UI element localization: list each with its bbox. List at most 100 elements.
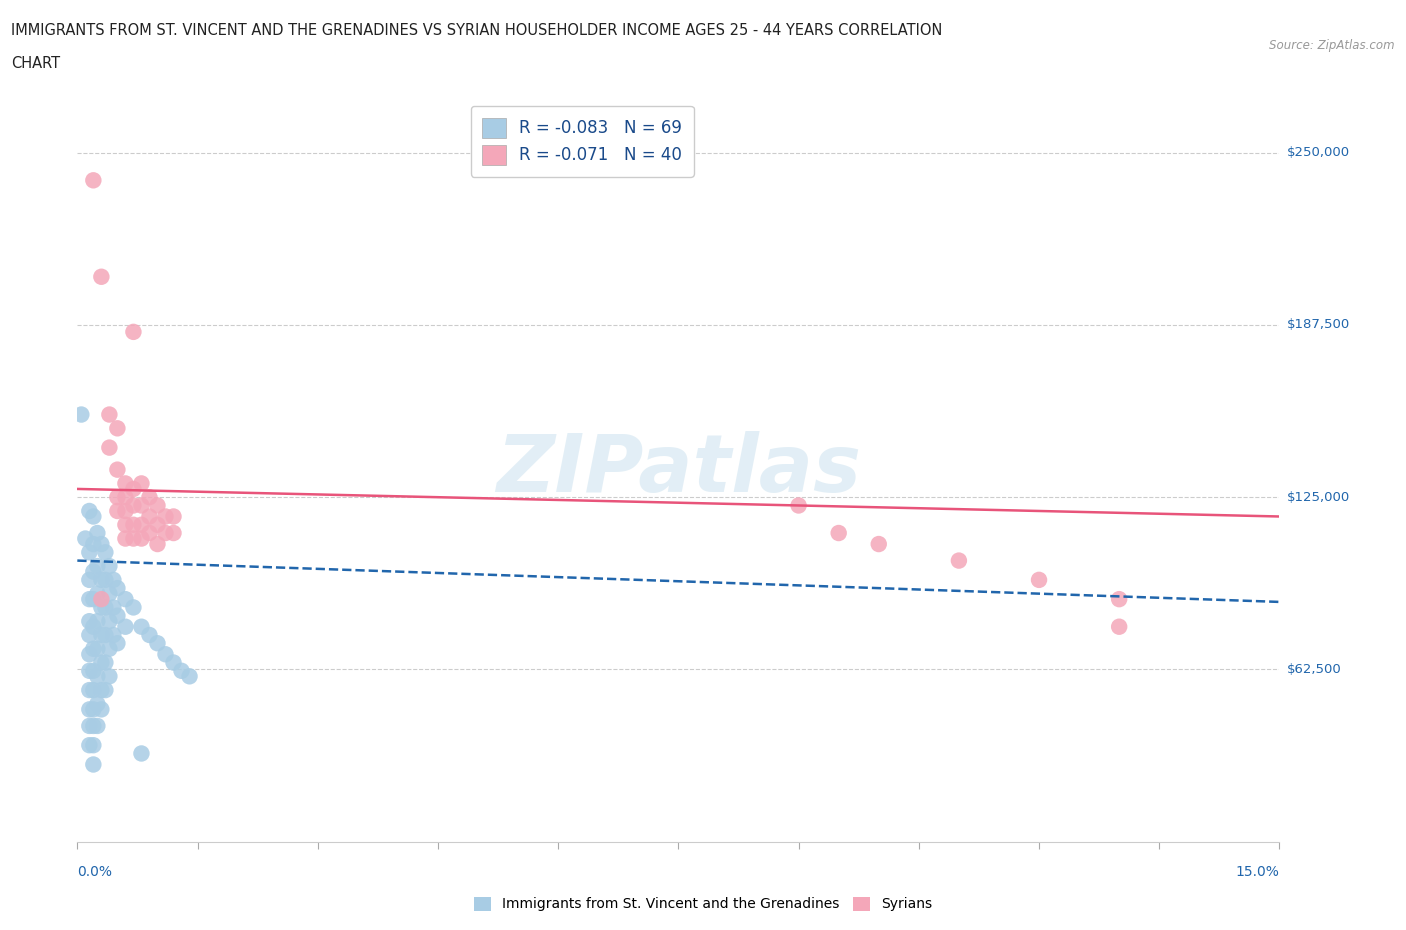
Point (122, 482, 145, 497)
Point (122, 517, 145, 532)
Point (98, 669, 121, 684)
Text: ZIPatlas: ZIPatlas (496, 431, 860, 509)
Point (107, 580, 129, 595)
Point (79, 719, 101, 734)
Point (162, 509, 184, 524)
Point (98, 559, 121, 574)
Point (179, 669, 201, 684)
Point (79, 702, 101, 717)
Point (86, 525, 108, 540)
Point (1108, 591, 1130, 606)
Point (114, 591, 136, 606)
Text: 15.0%: 15.0% (1236, 865, 1279, 879)
Point (79, 647, 101, 662)
Point (131, 498, 153, 513)
Point (948, 553, 970, 568)
Point (107, 503, 129, 518)
Point (146, 636, 169, 651)
Point (107, 608, 129, 623)
Point (79, 663, 101, 678)
Text: Source: ZipAtlas.com: Source: ZipAtlas.com (1270, 39, 1395, 52)
Point (86, 642, 108, 657)
Point (107, 421, 129, 436)
Point (98, 642, 121, 657)
Point (90, 683, 112, 698)
Point (155, 647, 177, 662)
Point (90, 600, 112, 615)
Point (131, 517, 153, 532)
Point (114, 503, 136, 518)
Point (162, 655, 184, 670)
Point (82, 719, 104, 734)
Point (82, 591, 104, 606)
Point (86, 697, 108, 711)
Point (82, 173, 104, 188)
Point (868, 537, 890, 551)
Point (82, 509, 104, 524)
Text: IMMIGRANTS FROM ST. VINCENT AND THE GRENADINES VS SYRIAN HOUSEHOLDER INCOME AGES: IMMIGRANTS FROM ST. VINCENT AND THE GREN… (11, 23, 942, 38)
Point (1108, 619, 1130, 634)
Point (70, 407, 93, 422)
Point (94, 628, 117, 643)
Point (86, 669, 108, 684)
Text: $62,500: $62,500 (1286, 663, 1341, 676)
Point (82, 619, 104, 634)
Point (146, 498, 169, 513)
Point (90, 655, 112, 670)
Point (90, 702, 112, 717)
Point (82, 642, 104, 657)
Point (82, 757, 104, 772)
Point (94, 545, 117, 560)
Point (79, 614, 101, 629)
Point (82, 737, 104, 752)
Point (138, 509, 160, 524)
Point (122, 600, 145, 615)
Text: $250,000: $250,000 (1286, 146, 1350, 159)
Point (122, 531, 145, 546)
Point (98, 614, 121, 629)
Text: CHART: CHART (11, 56, 60, 71)
Point (79, 573, 101, 588)
Point (82, 537, 104, 551)
Point (94, 655, 117, 670)
Point (131, 476, 153, 491)
Point (114, 517, 136, 532)
Point (114, 490, 136, 505)
Text: $125,000: $125,000 (1286, 491, 1350, 504)
Point (94, 600, 117, 615)
Point (82, 683, 104, 698)
Point (114, 476, 136, 491)
Point (787, 498, 810, 513)
Point (114, 531, 136, 546)
Point (86, 719, 108, 734)
Point (86, 614, 108, 629)
Text: $187,500: $187,500 (1286, 318, 1350, 331)
Point (82, 702, 104, 717)
Point (170, 663, 193, 678)
Point (107, 636, 129, 651)
Point (162, 525, 184, 540)
Point (86, 586, 108, 601)
Text: 0.0%: 0.0% (77, 865, 112, 879)
Point (131, 531, 153, 546)
Point (98, 440, 121, 455)
Point (131, 746, 153, 761)
Point (90, 537, 112, 551)
Point (90, 628, 112, 643)
Point (79, 628, 101, 643)
Point (98, 586, 121, 601)
Point (94, 573, 117, 588)
Point (122, 498, 145, 513)
Point (114, 619, 136, 634)
Point (82, 663, 104, 678)
Legend: Immigrants from St. Vincent and the Grenadines, Syrians: Immigrants from St. Vincent and the Gren… (467, 890, 939, 919)
Point (94, 683, 117, 698)
Point (131, 619, 153, 634)
Point (79, 737, 101, 752)
Point (79, 503, 101, 518)
Point (138, 490, 160, 505)
Point (138, 525, 160, 540)
Point (75, 531, 97, 546)
Point (90, 270, 112, 285)
Point (103, 600, 125, 615)
